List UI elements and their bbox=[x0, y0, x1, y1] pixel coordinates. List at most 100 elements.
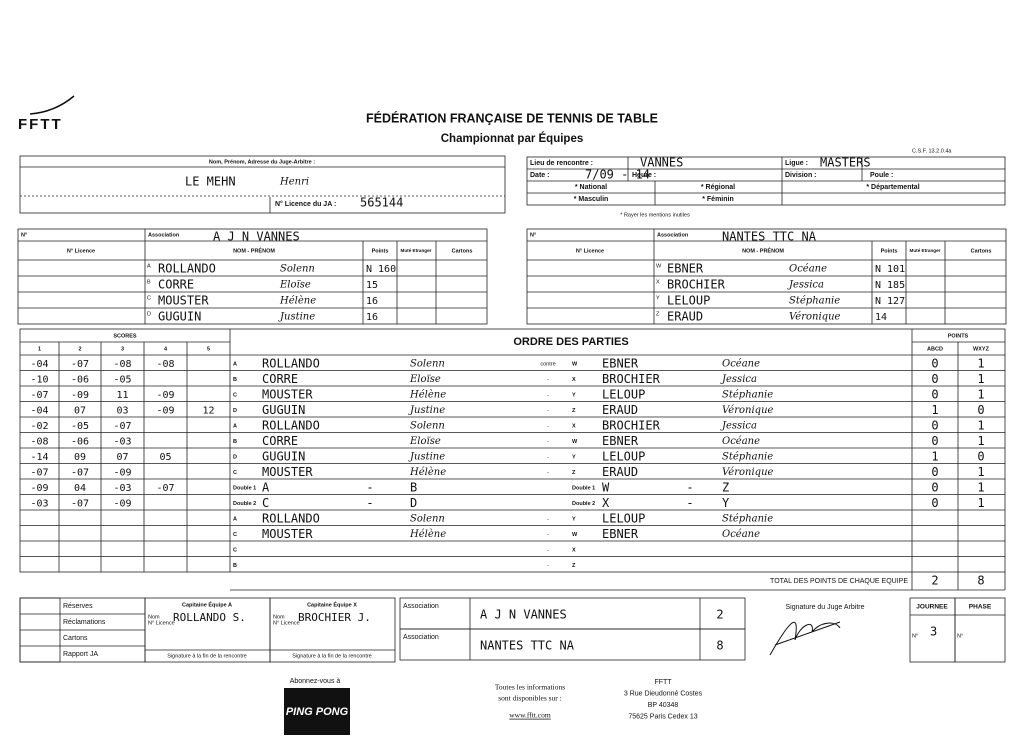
captain-name: BROCHIER J. bbox=[298, 611, 371, 624]
player-points: 15 bbox=[366, 280, 378, 291]
match-points-a: 0 bbox=[931, 357, 938, 371]
column-header: Points bbox=[372, 248, 389, 254]
set-score: -07 bbox=[113, 421, 131, 432]
set-score: 12 bbox=[202, 406, 214, 417]
cell-border bbox=[526, 228, 1007, 325]
level-option: * Régional bbox=[701, 184, 735, 191]
referee-first-name: Henri bbox=[279, 177, 309, 188]
team-number-label: N° bbox=[530, 232, 536, 238]
pair-dash: - bbox=[366, 481, 373, 495]
player-a-first-name: Solenn bbox=[410, 359, 445, 370]
set-score: -06 bbox=[71, 437, 89, 448]
player-a-name: CORRE bbox=[262, 434, 298, 448]
player-a-letter: D bbox=[233, 454, 237, 460]
captain-name-label: Nom bbox=[273, 614, 285, 620]
column-header: N° Licence bbox=[576, 248, 604, 254]
player-a-first-name: Eloïse bbox=[409, 436, 441, 447]
match-points-a: 0 bbox=[931, 434, 938, 448]
player-a-name: C bbox=[262, 496, 269, 510]
match-points-x: 1 bbox=[977, 419, 984, 433]
captain-name-label: Nom bbox=[148, 614, 160, 620]
match-points-x: 1 bbox=[977, 434, 984, 448]
set-score: -09 bbox=[156, 390, 174, 401]
subscribe-text: Abonnez-vous à bbox=[290, 678, 341, 685]
player-a-letter: A bbox=[233, 361, 237, 367]
address-line: 3 Rue Dieudonné Costes bbox=[624, 690, 703, 697]
round-number: 3 bbox=[930, 625, 937, 639]
meeting-note: * Rayer les mentions inutiles bbox=[620, 212, 690, 218]
captain-licence-label: N° Licence bbox=[148, 620, 175, 626]
player-first-name: Stéphanie bbox=[789, 296, 840, 307]
set-score: 05 bbox=[159, 452, 171, 463]
player-points: 16 bbox=[366, 296, 378, 307]
association-name: NANTES TTC NA bbox=[722, 230, 817, 244]
player-a-name: CORRE bbox=[262, 372, 298, 386]
pair-dash: - bbox=[686, 481, 693, 495]
player-points: N 185 bbox=[875, 280, 905, 291]
player-a-name: GUGUIN bbox=[262, 403, 305, 417]
player-a-letter: B bbox=[233, 439, 237, 445]
player-x-first-name: Véronique bbox=[722, 405, 774, 416]
player-a-name: ROLLANDO bbox=[262, 512, 320, 526]
player-points: 14 bbox=[875, 312, 887, 323]
column-header: Cartons bbox=[452, 248, 473, 254]
remark-label: Réclamations bbox=[63, 619, 106, 626]
player-first-name: Océane bbox=[789, 264, 827, 275]
player-name: BROCHIER bbox=[667, 278, 726, 292]
captain-name: ROLLANDO S. bbox=[173, 611, 246, 624]
set-score: -09 bbox=[113, 499, 131, 510]
column-header: Points bbox=[881, 248, 898, 254]
player-first-name: Véronique bbox=[789, 312, 841, 323]
player-x-first-name: Stéphanie bbox=[722, 390, 773, 401]
round-number-label: N° bbox=[912, 633, 918, 639]
player-x-letter: Z bbox=[572, 470, 576, 476]
phase-label: PHASE bbox=[969, 604, 992, 611]
versus: - bbox=[547, 470, 549, 476]
versus: - bbox=[547, 547, 549, 553]
player-a-letter: C bbox=[233, 532, 237, 538]
player-x-first-name: Stéphanie bbox=[722, 514, 773, 525]
versus: - bbox=[547, 392, 549, 398]
result-score: 2 bbox=[716, 608, 723, 622]
result-team: A J N VANNES bbox=[480, 608, 567, 622]
set-score: -05 bbox=[113, 375, 131, 386]
player-x-letter: W bbox=[572, 361, 578, 367]
player-name: ERAUD bbox=[667, 310, 703, 324]
captain-title: Capitaine Équipe X bbox=[307, 600, 357, 608]
address-line: FFTT bbox=[654, 679, 672, 686]
player-a-name: ROLLANDO bbox=[262, 419, 320, 433]
captain-licence-label: N° Licence bbox=[273, 620, 300, 626]
match-points-a: 0 bbox=[931, 372, 938, 386]
set-score: -08 bbox=[156, 359, 174, 370]
player-x-letter: W bbox=[572, 439, 578, 445]
player-x-first-name: Jessica bbox=[720, 421, 757, 432]
info-text: sont disponibles sur : bbox=[498, 694, 562, 703]
player-a-letter: C bbox=[233, 547, 237, 553]
column-header: NOM - PRÉNOM bbox=[233, 246, 275, 254]
total-label: TOTAL DES POINTS DE CHAQUE EQUIPE bbox=[770, 578, 908, 585]
form-title: FÉDÉRATION FRANÇAISE DE TENNIS DE TABLE bbox=[366, 110, 658, 125]
player-x-first-name: Océane bbox=[722, 529, 760, 540]
player-a-first-name: Eloïse bbox=[409, 374, 441, 385]
versus: - bbox=[547, 439, 549, 445]
player-x-letter: Z bbox=[572, 563, 576, 569]
player-x-letter: Z bbox=[572, 408, 576, 414]
player-a-name: A bbox=[262, 481, 270, 495]
phase-number-label: N° bbox=[957, 633, 963, 639]
set-score: -07 bbox=[30, 390, 48, 401]
league-label: Ligue : bbox=[785, 160, 808, 167]
player-x-first-name: Y bbox=[722, 496, 730, 510]
player-a-first-name: Hélène bbox=[409, 529, 446, 540]
player-name: GUGUIN bbox=[158, 310, 201, 324]
player-letter: X bbox=[656, 279, 660, 285]
set-score: -09 bbox=[113, 468, 131, 479]
referee-signature-mark bbox=[769, 621, 841, 656]
set-score: -06 bbox=[71, 375, 89, 386]
signature-note: Signature à la fin de la rencontre bbox=[167, 653, 247, 659]
player-x-letter: Y bbox=[572, 454, 576, 460]
player-name: LELOUP bbox=[667, 294, 710, 308]
set-score: -03 bbox=[113, 437, 131, 448]
date: 7/09 - 14 bbox=[585, 168, 650, 182]
set-score: -07 bbox=[30, 468, 48, 479]
player-a-first-name: B bbox=[410, 481, 417, 495]
